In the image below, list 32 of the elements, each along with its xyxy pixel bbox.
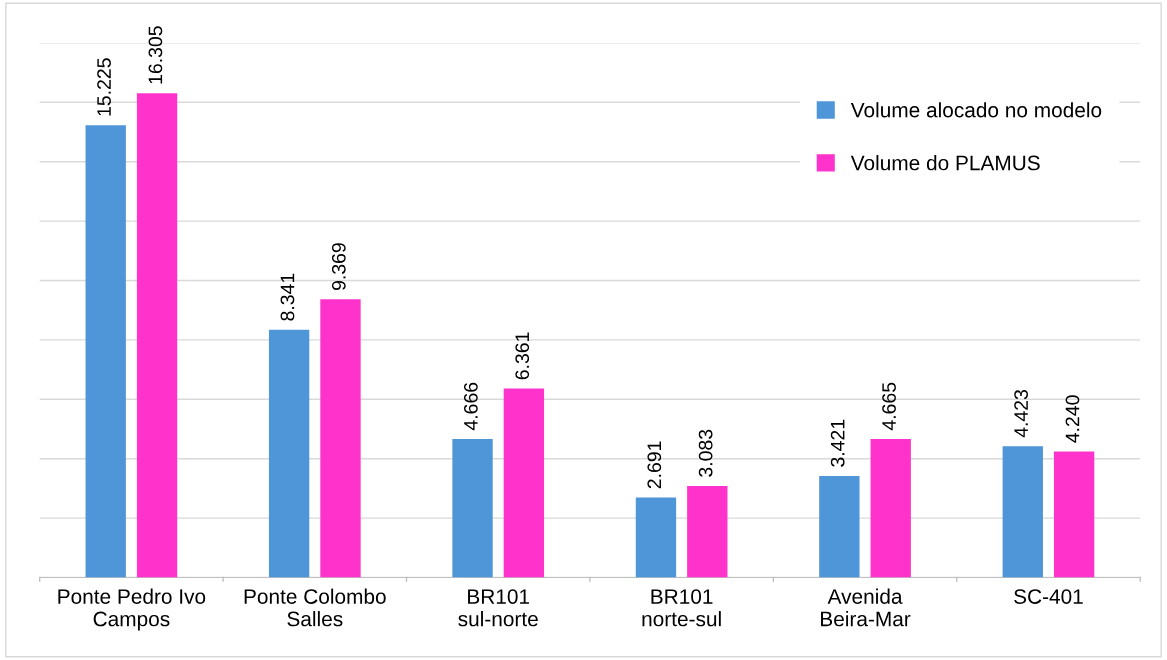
data-label: 4.665 <box>882 382 896 431</box>
data-label: 6.361 <box>515 332 530 380</box>
data-label: 2.691 <box>647 441 662 489</box>
bar <box>503 388 545 578</box>
data-label: 16.305 <box>148 26 163 84</box>
data-label: 15.225 <box>97 58 111 116</box>
x-tick-label: Ponte Colombo Salles <box>244 588 386 627</box>
bar <box>85 125 126 578</box>
x-tick-label: BR101 norte-sul <box>642 589 721 627</box>
bar <box>136 93 178 578</box>
x-tick-label: BR101 sul-norte <box>458 589 538 627</box>
data-label: 4.240 <box>1065 395 1080 443</box>
legend-label: Volume do PLAMUS <box>850 155 1040 171</box>
data-label: 9.369 <box>331 243 346 290</box>
bar <box>687 485 728 578</box>
x-tick-label: Avenida Beira-Mar <box>821 588 911 627</box>
bar <box>635 497 677 578</box>
bar <box>320 299 361 578</box>
data-label: 8.341 <box>280 273 295 321</box>
bar <box>1053 451 1095 578</box>
data-label: 4.423 <box>1014 390 1028 438</box>
bar <box>1002 446 1043 578</box>
bar <box>268 329 310 578</box>
data-label: 3.083 <box>698 429 713 477</box>
bar <box>870 438 911 578</box>
data-label: 3.421 <box>830 419 845 467</box>
legend-label: Volume alocado no modelo <box>850 102 1102 118</box>
bar <box>819 475 860 578</box>
x-tick-label: SC-401 <box>1014 589 1083 604</box>
bar <box>452 438 493 578</box>
data-label: 4.666 <box>463 382 478 431</box>
x-tick-label: Ponte Pedro Ivo Campos <box>58 588 206 631</box>
